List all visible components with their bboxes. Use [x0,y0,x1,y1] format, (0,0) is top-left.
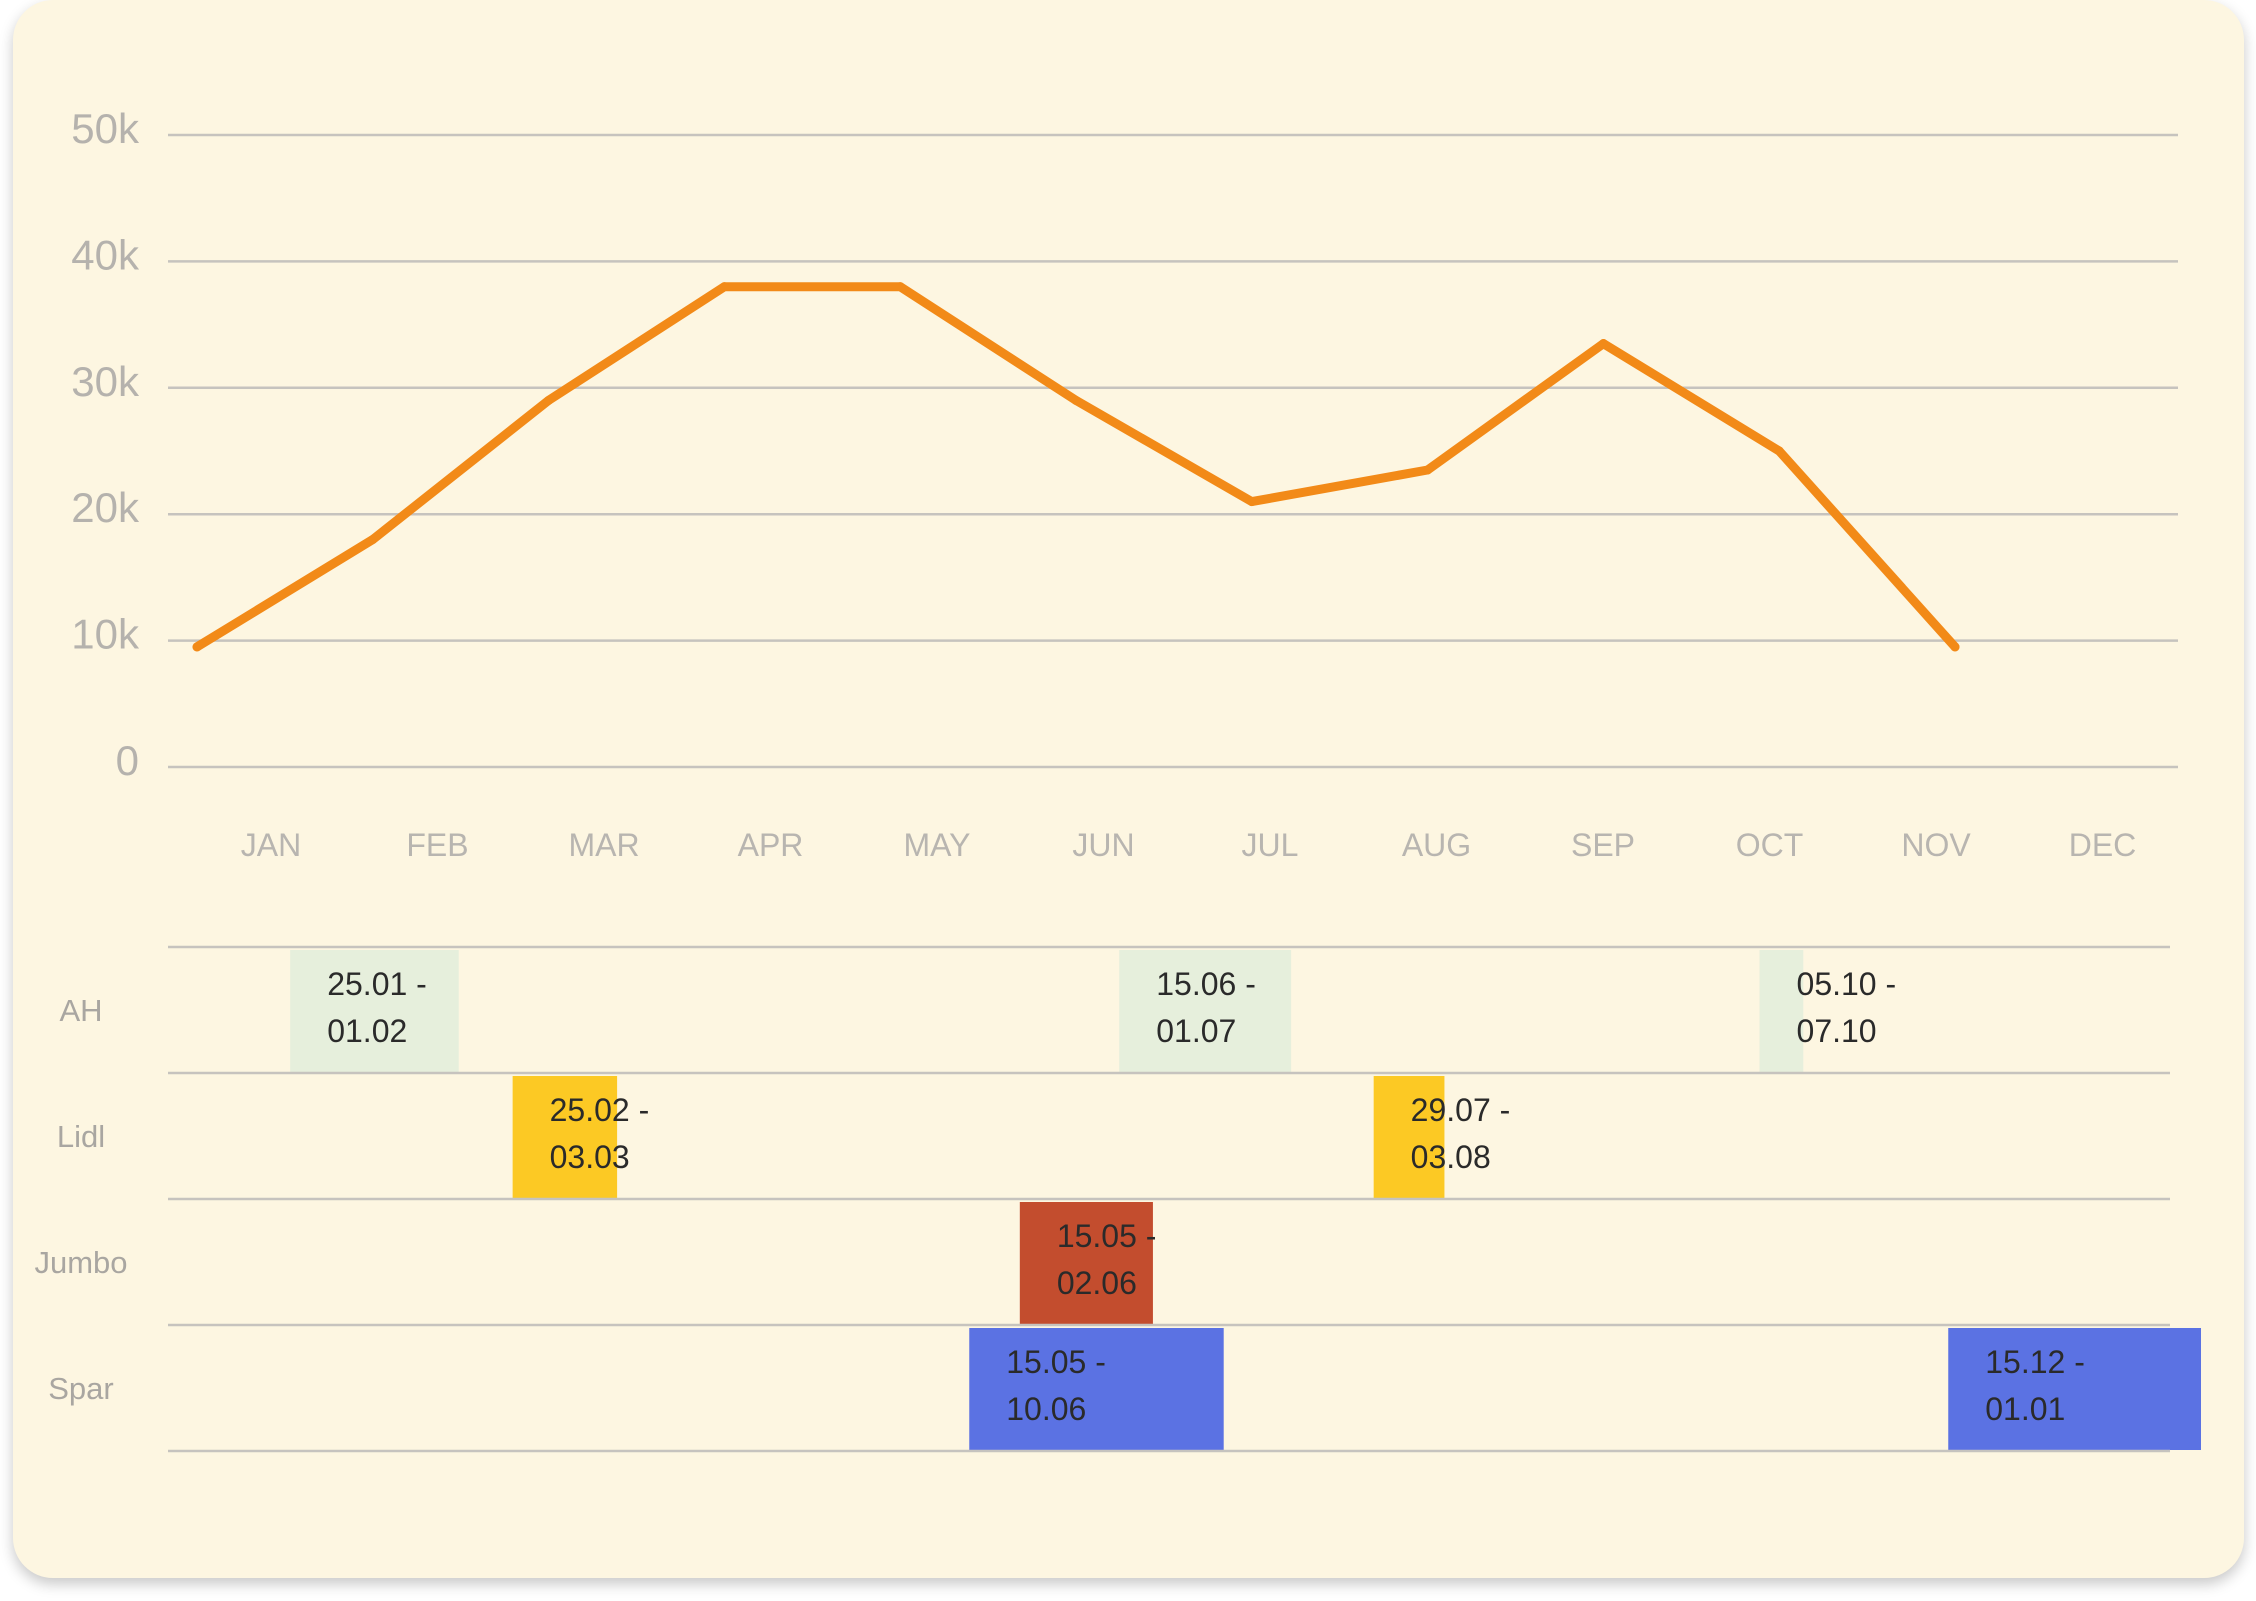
promotion-label: 25.02 -03.03 [550,1092,650,1175]
line-series [192,282,1960,652]
x-tick-label: MAY [904,827,971,863]
promotion-bar [512,1076,618,1198]
data-point [1071,395,1081,405]
x-tick-label: NOV [1901,827,1971,863]
row-label: Jumbo [34,1245,127,1280]
data-point [895,282,905,292]
y-tick-label: 0 [116,737,139,784]
promotion-bar [969,1328,1224,1450]
x-tick-label: DEC [2069,827,2137,863]
x-tick-label: JUL [1242,827,1299,863]
promotion-label: 15.06 -01.07 [1156,966,1256,1049]
row-label: Spar [48,1371,113,1406]
y-tick-label: 10k [71,611,140,658]
data-point [192,642,202,652]
promotion-label: 29.07 -03.08 [1411,1092,1511,1175]
promotion-bar [1119,950,1292,1072]
promotion-label: 05.10 -07.10 [1797,966,1897,1049]
x-tick-label: FEB [406,827,468,863]
data-point [1247,497,1257,507]
promotion-bar [1759,950,1804,1072]
data-point [1423,465,1433,475]
chart-card: 0 10k 20k 30k 40k 50k JAN FEB MAR APR MAY JUN JUL AU… [13,0,2244,1578]
x-tick-label: JUN [1072,827,1134,863]
promotion-label: 15.05 -10.06 [1006,1344,1106,1427]
data-point [368,534,378,544]
x-tick-label: AUG [1402,827,1471,863]
timeline-gridlines [168,945,2170,1453]
data-point [719,282,729,292]
y-tick-label: 30k [71,358,140,405]
timeline-bars: 25.01 -01.02 15.06 -01.07 05.10 -07.10 25.0… [290,950,2201,1450]
promotion-label: 15.05 -02.06 [1057,1218,1157,1301]
x-axis-ticks: JAN FEB MAR APR MAY JUN JUL AUG SEP OCT NOV DEC [241,827,2137,863]
x-tick-label: OCT [1736,827,1804,863]
promotion-label: 25.01 -01.02 [327,966,427,1049]
x-tick-label: SEP [1571,827,1635,863]
y-tick-label: 50k [71,105,140,152]
promotion-label: 15.12 -01.01 [1985,1344,2085,1427]
row-label: Lidl [57,1119,105,1154]
promotion-bar [1373,1076,1445,1198]
promotion-chart: 0 10k 20k 30k 40k 50k JAN FEB MAR APR MAY JUN JUL AU… [34,105,2201,1453]
y-tick-label: 40k [71,231,140,278]
promotion-bar [1019,1202,1153,1324]
line-chart-gridlines [168,133,2178,769]
y-axis-ticks: 0 10k 20k 30k 40k 50k [71,105,140,784]
promotion-bar [290,950,459,1072]
x-tick-label: MAR [568,827,639,863]
x-tick-label: JAN [241,827,301,863]
data-point [1598,339,1608,349]
series-line [192,282,1960,652]
data-point [544,395,554,405]
timeline-row-labels: AH Lidl Jumbo Spar [34,993,127,1406]
row-label: AH [59,993,102,1028]
promotion-bar [1948,1328,2201,1450]
y-tick-label: 20k [71,484,140,531]
data-point [1950,642,1960,652]
x-tick-label: APR [738,827,804,863]
data-point [1774,446,1784,456]
